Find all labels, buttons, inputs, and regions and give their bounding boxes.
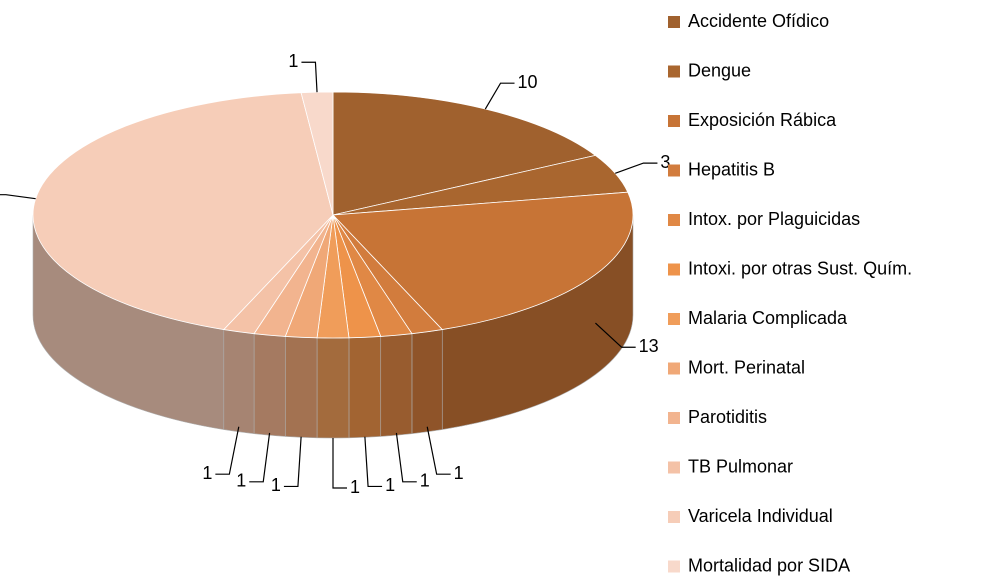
legend-swatch	[668, 214, 680, 226]
data-label: 1	[350, 477, 360, 497]
pie-side	[284, 336, 318, 439]
legend-swatch	[668, 263, 680, 276]
leader-line	[484, 82, 515, 110]
data-label: 10	[518, 72, 538, 92]
pie-side	[223, 329, 255, 435]
leader-line	[283, 436, 302, 488]
legend-swatch	[668, 313, 680, 325]
legend-swatch	[668, 412, 680, 424]
pie-side	[348, 336, 382, 439]
data-label: 3	[660, 152, 670, 172]
data-label: 1	[454, 463, 464, 483]
pie-side	[380, 333, 413, 437]
leader-line	[215, 426, 240, 475]
leader-line	[249, 432, 271, 483]
pie-slice	[332, 91, 597, 216]
legend-label: Mortalidad por SIDA	[688, 555, 850, 575]
pie-slice	[332, 191, 634, 330]
legend-label: Intox. por Plaguicidas	[688, 209, 860, 229]
data-label: 13	[639, 336, 659, 356]
leader-line	[395, 432, 417, 483]
legend-label: TB Pulmonar	[688, 456, 793, 476]
legend-swatch	[668, 164, 680, 177]
legend-label: Parotiditis	[688, 407, 767, 427]
leader-line	[364, 436, 383, 488]
data-label: 1	[288, 51, 298, 71]
data-label: 1	[236, 471, 246, 491]
legend-label: Mort. Perinatal	[688, 357, 805, 377]
data-label: 1	[420, 471, 430, 491]
pie-side	[316, 337, 350, 439]
leader-line	[301, 61, 318, 93]
leader-line	[0, 194, 36, 200]
pie-side	[411, 329, 443, 435]
legend-label: Intoxi. por otras Sust. Quím.	[688, 258, 912, 278]
leader-line	[426, 426, 451, 475]
leader-line	[595, 322, 636, 348]
legend-swatch	[668, 461, 680, 474]
leader-line	[332, 438, 347, 489]
legend-swatch	[668, 560, 680, 573]
legend-swatch	[668, 115, 680, 127]
legend-swatch	[668, 362, 680, 375]
pie-side	[253, 333, 286, 437]
leader-line	[615, 162, 658, 174]
legend-swatch	[668, 16, 680, 28]
pie-slice	[32, 92, 334, 330]
legend-label: Accidente Ofídico	[688, 11, 829, 31]
data-label: 1	[271, 475, 281, 495]
legend-label: Dengue	[688, 60, 751, 80]
legend-label: Exposición Rábica	[688, 110, 837, 130]
data-label: 1	[202, 463, 212, 483]
data-label: 1	[385, 475, 395, 495]
legend-label: Malaria Complicada	[688, 308, 848, 328]
legend-swatch	[668, 511, 680, 523]
legend-label: Varicela Individual	[688, 506, 833, 526]
legend-label: Hepatitis B	[688, 159, 775, 179]
legend-swatch	[668, 65, 680, 78]
